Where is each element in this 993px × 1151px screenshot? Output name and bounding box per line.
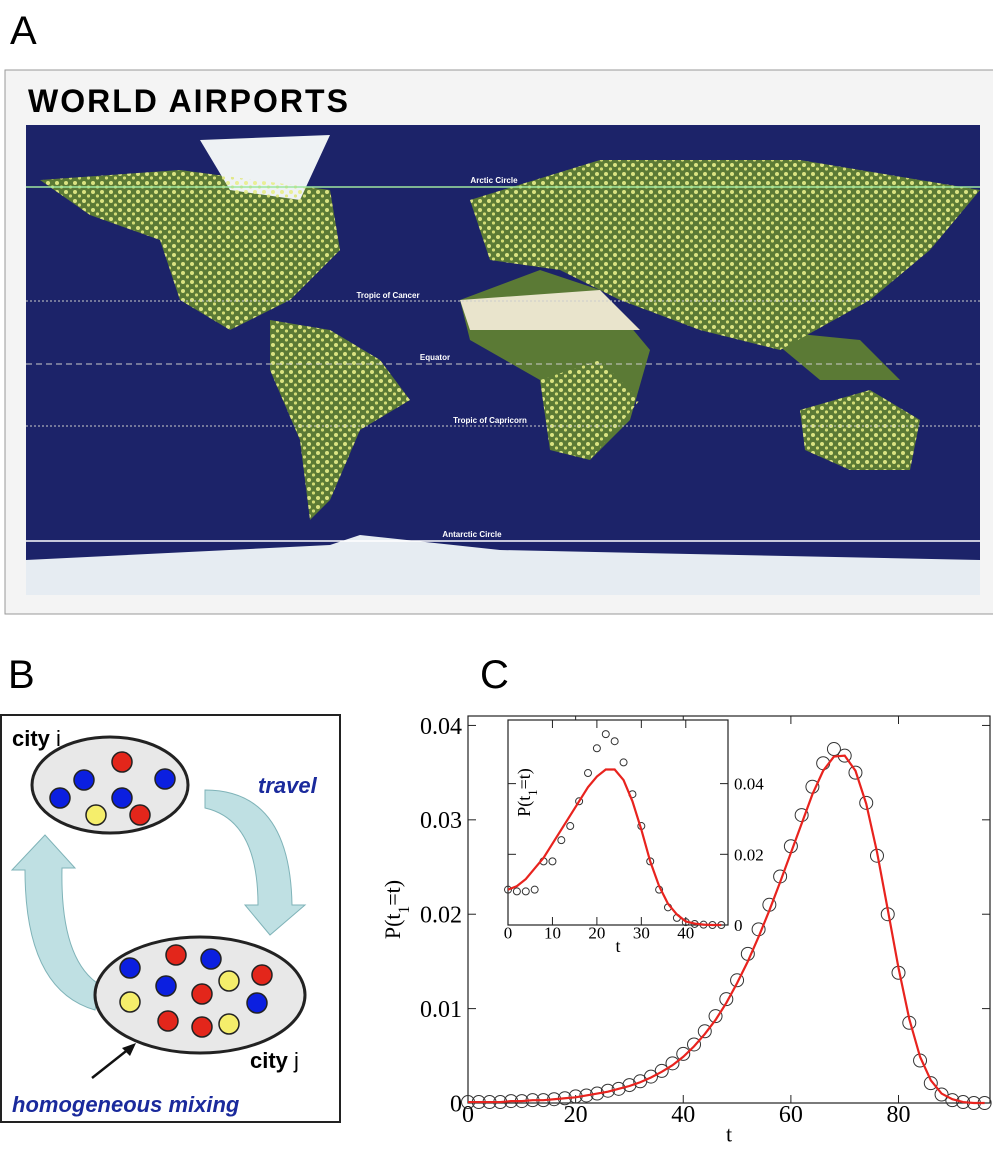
line-label: Tropic of Capricorn — [453, 416, 527, 425]
x-tick-label: 0 — [462, 1102, 474, 1128]
travel-label: travel — [258, 773, 318, 798]
data-point — [622, 1078, 637, 1093]
y-tick-label: 0.02 — [420, 903, 462, 929]
plot-frame — [507, 719, 729, 926]
city-i — [30, 735, 190, 835]
data-point — [579, 1088, 594, 1103]
airports — [40, 160, 980, 520]
city-word: city — [12, 726, 51, 751]
data-point — [521, 887, 530, 896]
pointer-head — [122, 1043, 136, 1056]
line-label: Tropic of Cancer — [356, 291, 419, 300]
data-point — [611, 1081, 626, 1096]
x-tick-label: 30 — [633, 924, 650, 943]
antarctica — [26, 535, 980, 595]
panel-label: B — [8, 653, 35, 697]
y-axis-label-part: 1 — [526, 789, 540, 795]
data-point — [719, 992, 734, 1007]
y-tick-label: 0.01 — [420, 997, 462, 1023]
y-axis-label-part: 1 — [396, 906, 413, 914]
panel-label: A — [10, 9, 37, 53]
data-point — [665, 1056, 680, 1071]
x-tick-label: 40 — [677, 924, 694, 943]
y-tick-label: 0.03 — [420, 808, 462, 834]
data-point — [590, 1086, 605, 1101]
y-tick-label: 0 — [450, 1091, 462, 1117]
individuals — [49, 751, 273, 1038]
data-point — [848, 765, 863, 780]
panel-label: C — [480, 653, 509, 697]
x-tick-label: 40 — [671, 1102, 695, 1128]
y-axis-label-part: =t) — [514, 768, 535, 789]
x-tick-label: 0 — [504, 924, 513, 943]
y-tick-label: 0.02 — [734, 845, 764, 864]
mixing-label: homogeneous mixing — [12, 1092, 240, 1117]
data-point — [676, 1046, 691, 1061]
data-point — [557, 836, 566, 845]
data-point — [619, 758, 628, 767]
x-axis-label: t — [615, 936, 620, 956]
pointer — [91, 1047, 131, 1079]
x-tick-label: 20 — [564, 1102, 588, 1128]
desert — [460, 290, 640, 330]
x-tick-label: 10 — [544, 924, 561, 943]
x-tick-label: 60 — [779, 1102, 803, 1128]
y-axis-label: P(t1=t) — [514, 768, 540, 816]
data-point — [530, 885, 539, 894]
line-label: Antarctic Circle — [442, 530, 502, 539]
y-tick-label: 0.04 — [734, 775, 764, 794]
city-label: city j — [250, 1048, 299, 1073]
arrow — [204, 789, 307, 936]
data-point — [923, 1076, 938, 1091]
city-label: city i — [12, 726, 61, 751]
x-tick-label: 80 — [887, 1102, 911, 1128]
data-point — [934, 1087, 949, 1102]
y-tick-label: 0 — [734, 916, 743, 935]
arrow — [10, 834, 101, 1011]
data-point — [730, 973, 745, 988]
data-point — [610, 737, 619, 746]
map-title: WORLD AIRPORTS — [28, 83, 350, 119]
data-point — [566, 822, 575, 831]
city-word: city — [250, 1048, 289, 1073]
data-point — [859, 795, 874, 810]
x-tick-label: 20 — [588, 924, 605, 943]
y-axis-label-part: =t) — [380, 880, 405, 906]
y-axis-label-part: P(t — [380, 913, 405, 939]
data-point — [654, 1063, 669, 1078]
y-axis-label-part: P(t — [514, 796, 535, 817]
data-point — [601, 730, 610, 739]
data-point — [584, 769, 592, 778]
line-label: Equator — [420, 353, 450, 362]
data-line — [468, 754, 985, 1105]
data-point — [592, 744, 601, 753]
y-tick-label: 0.04 — [420, 714, 462, 740]
data-point — [504, 885, 512, 894]
map: Arctic Circle Tropic of Cancer Equator T… — [26, 125, 980, 595]
city-index: j — [293, 1048, 299, 1073]
data-point — [687, 1037, 702, 1052]
diagram: city i city j travel homogeneous mixing — [0, 714, 341, 1123]
x-axis-label: t — [726, 1121, 732, 1146]
y-axis-label: P(t1=t) — [380, 880, 413, 939]
line-label: Arctic Circle — [470, 176, 518, 185]
city-index: i — [56, 726, 61, 751]
data-point — [708, 1009, 723, 1024]
data-point — [643, 1069, 658, 1084]
data-line — [507, 768, 722, 927]
chart: 0 10 20 30 40 0 0.02 0.04 t P(t1=t) — [504, 719, 764, 956]
data-point — [548, 857, 557, 866]
data-point — [697, 1024, 712, 1039]
data-point — [512, 887, 521, 896]
data-point — [575, 797, 584, 806]
